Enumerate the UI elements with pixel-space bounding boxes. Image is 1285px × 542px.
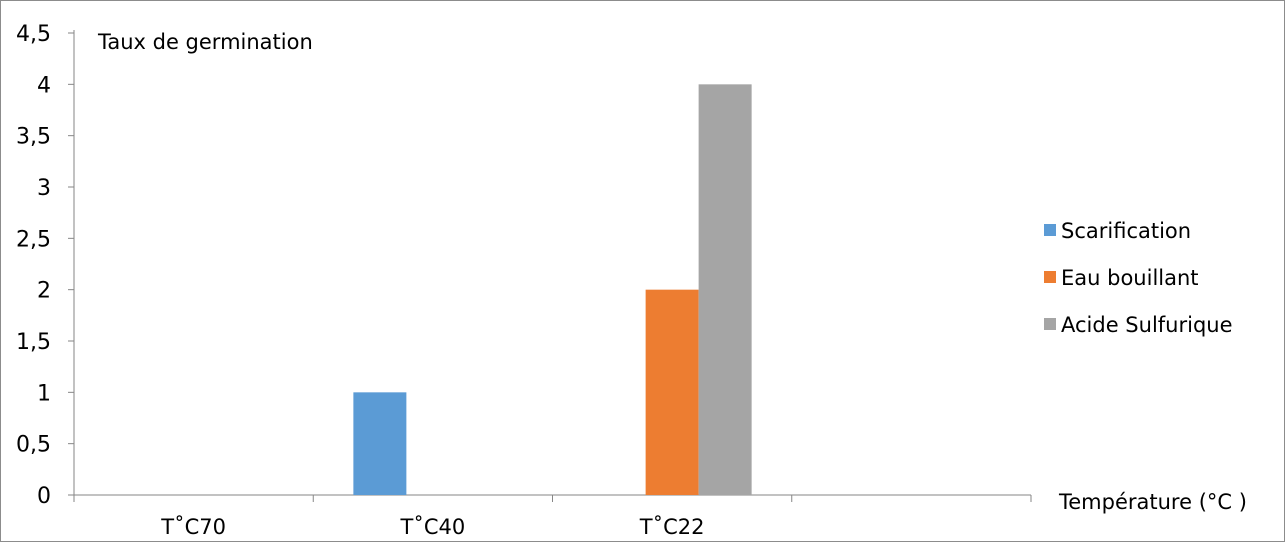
y-tick-label: 4 [37,73,51,98]
bars [353,84,752,495]
legend-label: Acide Sulfurique [1061,313,1233,337]
y-axis: 0 0,5 1 1,5 2 2,5 3 3,5 4 4,5 [16,22,75,509]
legend-swatch [1044,318,1056,330]
legend-swatch [1044,271,1056,283]
x-category-label: T˚C70 [160,515,226,539]
x-category-label: T˚C40 [400,515,466,539]
y-tick-label: 2,5 [16,227,51,252]
y-tick-label: 0 [37,484,51,509]
y-tick-label: 3,5 [16,125,51,150]
legend-label: Eau bouillant [1061,266,1199,290]
legend-label: Scarification [1061,219,1191,243]
y-tick-label: 2 [37,279,51,304]
legend: Scarification Eau bouillant Acide Sulfuriq… [1044,219,1233,337]
y-tick-label: 1,5 [16,330,51,355]
x-category-label: T˚C22 [639,515,705,539]
bar [645,289,699,495]
y-tick-label: 4,5 [16,22,51,47]
bar [698,84,752,495]
x-axis: T˚C70 T˚C40 T˚C22 [73,494,1032,539]
y-tick-label: 1 [37,381,51,406]
y-tick-label: 3 [37,176,51,201]
y-axis-title: Taux de germination [97,30,313,54]
y-tick-label: 0,5 [16,433,51,458]
legend-swatch [1044,224,1056,236]
bar [353,392,407,495]
x-axis-title: Température (°C ) [1058,490,1247,514]
